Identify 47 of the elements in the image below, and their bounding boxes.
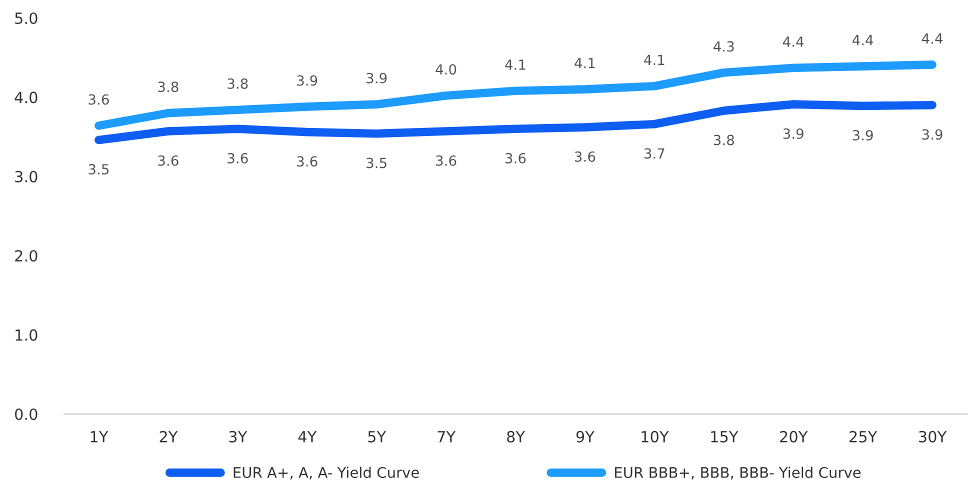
x-tick-label: 25Y <box>850 430 878 442</box>
data-label: 3.6 <box>574 151 596 162</box>
x-tick-label: 2Y <box>160 430 178 442</box>
data-label: 3.8 <box>714 134 734 146</box>
data-label: 3.9 <box>783 128 804 139</box>
x-tick-label: 5Y <box>368 431 386 442</box>
y-tick-label: 5.0 <box>15 12 38 24</box>
data-label: 3.6 <box>436 155 456 166</box>
x-tick-label: 8Y <box>507 430 526 442</box>
data-label: 3.9 <box>922 129 942 140</box>
x-tick-label: 4Y <box>298 431 317 442</box>
legend-label: EUR A+, A, A- Yield Curve <box>234 466 419 480</box>
data-label: 4.1 <box>574 58 595 68</box>
data-label: 4.4 <box>852 35 874 46</box>
x-tick-label: 20Y <box>780 430 808 442</box>
x-tick-label: 30Y <box>919 430 947 442</box>
data-label: 4.4 <box>922 33 943 44</box>
data-label: 4.1 <box>505 60 526 70</box>
x-tick-label: 15Y <box>711 431 738 442</box>
data-label: 3.6 <box>158 155 178 166</box>
data-label: 4.0 <box>436 64 456 75</box>
data-label: 4.1 <box>644 54 664 65</box>
data-label: 3.6 <box>297 156 318 167</box>
x-tick-label: 1Y <box>90 431 108 442</box>
y-tick-label: 0.0 <box>15 408 38 420</box>
data-label: 4.3 <box>714 41 734 52</box>
y-tick-label: 4.0 <box>14 92 38 104</box>
data-label: 3.6 <box>88 94 109 105</box>
data-label: 3.7 <box>644 148 664 159</box>
data-label: 4.4 <box>782 36 804 47</box>
legend-label: EUR BBB+, BBB, BBB- Yield Curve <box>615 466 861 480</box>
y-tick-label: 1.0 <box>16 329 38 341</box>
x-tick-label: 9Y <box>576 430 595 442</box>
y-tick-label: 2.0 <box>15 250 38 262</box>
data-label: 3.6 <box>506 152 526 164</box>
y-tick-label: 3.0 <box>15 170 38 182</box>
data-label: 3.9 <box>366 72 387 84</box>
data-label: 3.8 <box>228 78 248 89</box>
data-label: 3.8 <box>158 82 178 92</box>
x-tick-label: 10Y <box>642 430 669 442</box>
x-tick-label: 3Y <box>229 430 248 442</box>
data-label: 3.5 <box>366 158 386 168</box>
data-label: 3.6 <box>228 152 248 164</box>
data-label: 3.5 <box>88 164 109 175</box>
x-tick-label: 7Y <box>438 431 456 442</box>
data-label: 3.9 <box>852 130 873 140</box>
data-label: 3.9 <box>297 75 318 86</box>
